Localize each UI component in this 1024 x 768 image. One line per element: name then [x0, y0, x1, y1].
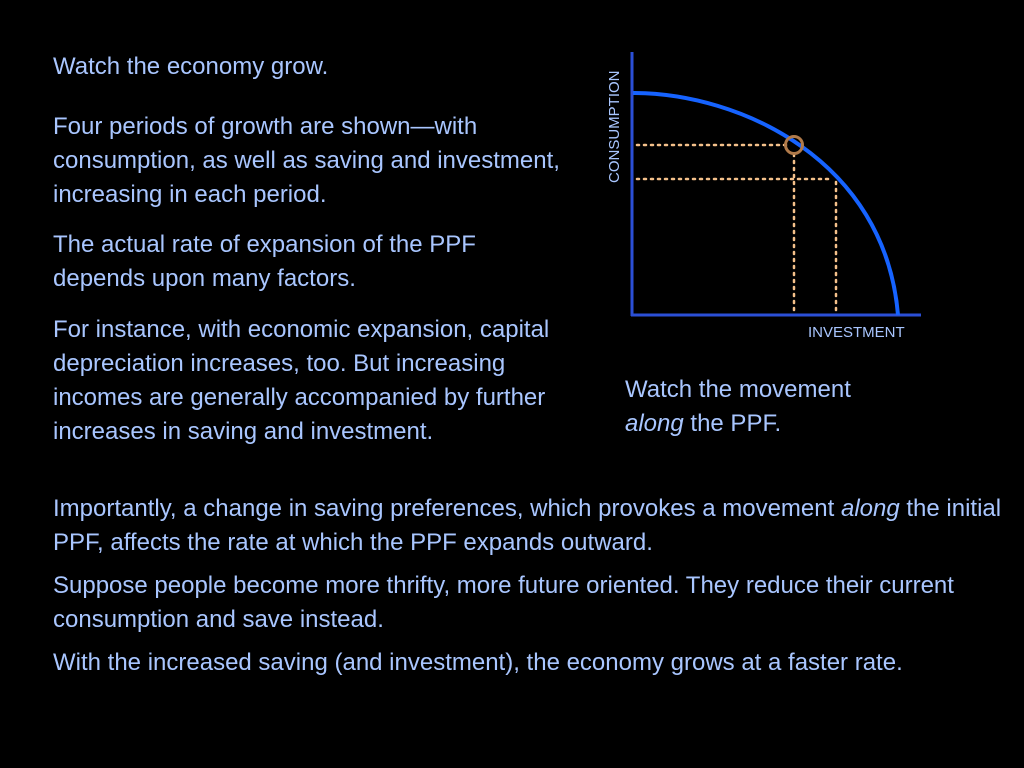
depreciation-paragraph: For instance, with economic expansion, c…	[53, 316, 550, 445]
ppf-curve	[632, 91, 900, 316]
p5-suffix: the initial PPF, affects the rate at whi…	[53, 495, 1002, 556]
p5-emphasis: along	[840, 495, 900, 522]
x-axis-label: INVESTMENT	[808, 324, 905, 341]
caption-prefix: Watch the movement	[625, 376, 851, 403]
intro-heading: Watch the economy grow.	[53, 53, 329, 80]
y-axis-label: CONSUMPTION	[606, 71, 623, 184]
ppf-expansion-paragraph: The actual rate of expansion of the PPF …	[53, 231, 476, 292]
ppf-point	[784, 135, 804, 155]
thrift-paragraph: Suppose people become more thrifty, more…	[53, 572, 954, 633]
saving-preferences-paragraph: Importantly, a change in saving preferen…	[53, 492, 1003, 560]
caption-suffix: the PPF.	[683, 410, 782, 437]
p5-prefix: Importantly, a change in saving preferen…	[53, 495, 841, 522]
faster-growth-paragraph: With the increased saving (and investmen…	[53, 649, 903, 676]
growth-periods-paragraph: Four periods of growth are shown—with co…	[53, 113, 560, 208]
diagram-caption: Watch the movement along the PPF.	[625, 373, 955, 441]
caption-emphasis: along	[625, 410, 684, 437]
